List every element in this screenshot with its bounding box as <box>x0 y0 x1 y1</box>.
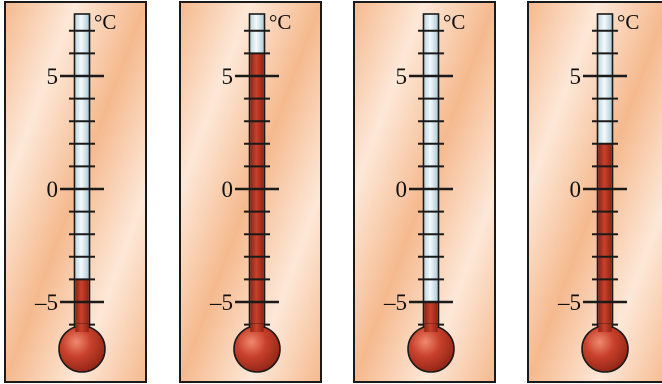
thermometer-4: 5 0 –5 °C <box>527 1 662 383</box>
tick-label-low: –5 <box>34 290 58 315</box>
bulb-neck <box>424 324 438 332</box>
tick-label-low: –5 <box>557 290 581 315</box>
unit-label: °C <box>443 10 465 34</box>
thermometer-3: 5 0 –5 °C <box>353 1 496 383</box>
tick-label-low: –5 <box>383 290 407 315</box>
mercury-column <box>250 53 264 350</box>
tick-label-high: 5 <box>396 64 408 89</box>
tick-label-high: 5 <box>47 64 59 89</box>
glass-tube <box>422 13 440 350</box>
thermometer-bulb <box>233 325 281 373</box>
tick-label-high: 5 <box>570 64 582 89</box>
tick-label-high: 5 <box>222 64 234 89</box>
thermometers-group: 5 0 –5 °C 5 0 –5 °C 5 0 –5 °C 5 0 –5 °C <box>4 1 662 383</box>
tick-label-zero: 0 <box>222 177 234 202</box>
tick-label-zero: 0 <box>396 177 408 202</box>
thermometer-1: 5 0 –5 °C <box>4 1 147 383</box>
unit-label: °C <box>269 10 291 34</box>
unit-label: °C <box>617 10 639 34</box>
mercury-column <box>598 143 612 349</box>
tick-label-zero: 0 <box>47 177 59 202</box>
thermometer-bulb <box>581 325 629 373</box>
bulb-neck <box>250 324 264 332</box>
thermometer-panel <box>527 1 662 383</box>
tick-label-low: –5 <box>209 290 233 315</box>
bulb-neck <box>598 324 612 332</box>
thermometer-bulb <box>407 325 455 373</box>
unit-label: °C <box>94 10 116 34</box>
bulb-neck <box>75 324 89 332</box>
thermometer-bulb <box>58 325 106 373</box>
thermometer-2: 5 0 –5 °C <box>179 1 322 383</box>
tick-label-zero: 0 <box>570 177 582 202</box>
